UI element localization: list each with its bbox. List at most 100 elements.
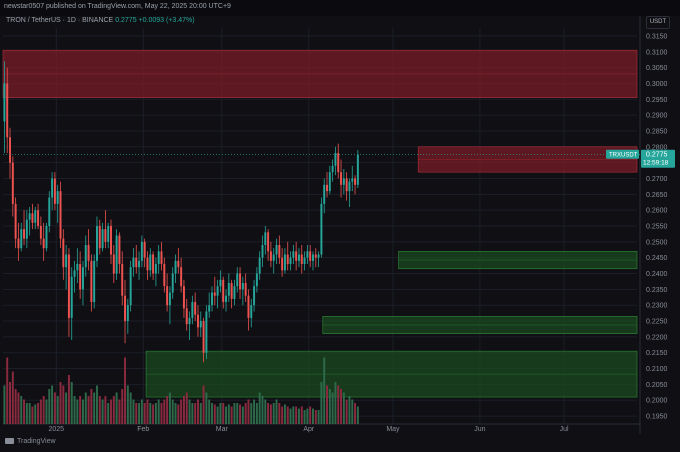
volume-bar (253, 399, 256, 424)
candle-body (81, 267, 84, 290)
volume-bar (255, 403, 258, 424)
candle-body (292, 251, 295, 258)
volume-bar (356, 406, 359, 424)
y-tick-label: 0.2550 (646, 224, 668, 231)
candle-body (166, 286, 169, 306)
candle-body (23, 229, 26, 239)
candle-body (168, 292, 171, 306)
candle-body (79, 264, 82, 290)
volume-bar (76, 399, 79, 424)
candle-body (289, 257, 292, 265)
volume-bar (202, 385, 205, 424)
candle-body (90, 260, 93, 303)
volume-bar (154, 403, 157, 424)
candle-body (345, 178, 348, 192)
candle-body (194, 302, 197, 315)
volume-bar (67, 375, 70, 424)
candle-body (328, 172, 331, 192)
volume-bar (227, 404, 230, 424)
volume-bar (160, 403, 163, 424)
volume-bar (182, 396, 185, 424)
candle-body (213, 292, 216, 296)
volume-bar (312, 408, 314, 424)
volume-bar (303, 410, 306, 424)
y-tick-label: 0.2900 (646, 113, 668, 120)
volume-bar (112, 396, 115, 424)
candle-body (28, 213, 31, 220)
candle-body (261, 245, 264, 258)
volume-bar (269, 404, 272, 424)
y-tick-label: 0.2250 (646, 319, 668, 326)
volume-bar (81, 399, 84, 424)
volume-bar (25, 403, 28, 424)
candle-body (247, 295, 250, 318)
candle-body (182, 286, 185, 309)
candle-body (48, 197, 51, 226)
volume-bar (230, 406, 233, 424)
candle-body (34, 210, 37, 223)
candle-body (264, 232, 267, 246)
candle-body (174, 260, 177, 274)
volume-bar (331, 392, 334, 424)
y-tick-label: 0.2950 (646, 97, 668, 104)
symbol-tag-label: TRXUSDT (609, 153, 638, 159)
y-tick-label: 0.2450 (646, 255, 668, 262)
candle-body (73, 270, 76, 277)
volume-bar (98, 396, 101, 424)
candle-body (244, 283, 247, 296)
candle-body (269, 251, 272, 261)
candle-body (317, 254, 320, 258)
volume-bar (51, 385, 54, 424)
y-tick-label: 0.2700 (646, 176, 668, 183)
candle-body (216, 286, 219, 296)
volume-bar (244, 403, 247, 424)
x-tick-label: May (386, 426, 400, 433)
volume-bar (250, 403, 253, 424)
candle-body (320, 203, 323, 255)
candle-body (70, 276, 73, 318)
candle-body (56, 191, 59, 204)
volume-bar (14, 389, 17, 424)
volume-bar (314, 410, 317, 424)
candle-body (76, 264, 79, 271)
candle-body (199, 321, 202, 328)
volume-bar (110, 399, 112, 424)
volume-bar (334, 382, 337, 424)
candle-body (67, 254, 70, 318)
candle-body (135, 257, 138, 268)
candle-body (275, 245, 278, 255)
candle-body (286, 254, 289, 265)
y-tick-label: 0.3050 (646, 65, 668, 72)
candle-body (124, 295, 127, 322)
currency-button[interactable]: USDT (646, 16, 670, 29)
volume-bar (278, 403, 281, 424)
candle-body (185, 308, 188, 325)
volume-bar (225, 406, 228, 424)
candle-body (59, 191, 62, 239)
candle-body (283, 254, 286, 271)
volume-bar (168, 392, 171, 424)
candle-body (157, 251, 160, 265)
candle-body (258, 257, 261, 274)
candle-body (53, 178, 56, 204)
volume-bar (261, 396, 264, 424)
volume-bar (340, 389, 343, 424)
candle-body (314, 254, 317, 258)
volume-bar (45, 399, 48, 424)
volume-bar (345, 399, 348, 424)
candle-body (95, 226, 98, 261)
volume-bar (208, 399, 211, 424)
candle-body (107, 226, 110, 242)
volume-bar (126, 385, 129, 424)
candle-body (306, 251, 309, 258)
candle-body (196, 314, 199, 328)
volume-bar (93, 392, 96, 424)
x-tick-label: Jun (474, 426, 485, 433)
candle-body (143, 241, 146, 258)
volume-bar (124, 357, 127, 424)
volume-bar (34, 404, 37, 424)
volume-bar (194, 403, 197, 424)
volume-bar (31, 406, 34, 424)
symbol-legend[interactable]: TRON / TetherUS · 1D · BINANCE 0.2775 +0… (6, 17, 195, 24)
